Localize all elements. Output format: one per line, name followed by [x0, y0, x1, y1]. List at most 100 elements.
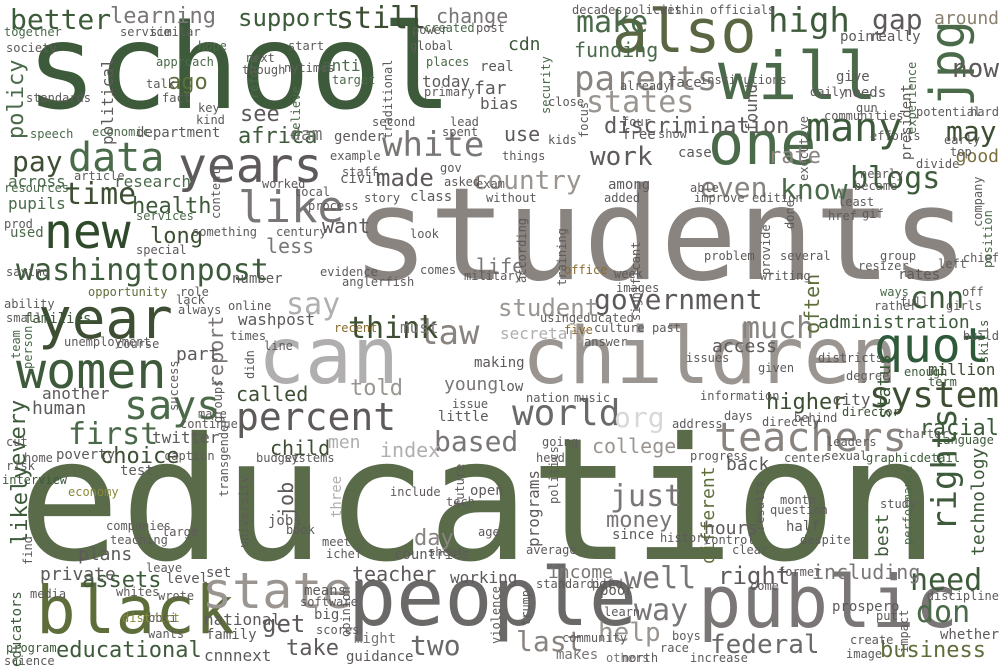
word-like: like: [238, 182, 344, 233]
word-technology: technology: [968, 447, 989, 557]
word-gender: gender: [334, 129, 385, 145]
word-degree: degree: [846, 369, 890, 383]
word-person: person: [21, 325, 35, 370]
word-male: male: [198, 407, 227, 421]
word-others: others: [606, 651, 650, 665]
word-society: society: [6, 41, 57, 55]
word-trump: trump: [519, 589, 533, 627]
word-success: success: [167, 359, 181, 411]
word-department: department: [136, 125, 221, 141]
word-change: change: [436, 4, 509, 28]
word-fact: fact: [162, 91, 191, 105]
word-educated: educated: [576, 311, 634, 325]
word-making: making: [474, 355, 525, 371]
word-home: home: [24, 451, 53, 465]
word-help: help: [598, 618, 661, 648]
word-several: several: [780, 249, 831, 263]
word-post: post: [476, 21, 505, 35]
word-might: might: [354, 631, 397, 647]
word-online: online: [228, 299, 272, 313]
word-sheet: sheet: [428, 545, 465, 559]
word-quot: quot: [874, 318, 990, 374]
word-special: special: [136, 243, 187, 257]
word-became: became: [854, 179, 898, 193]
word-chief: chief: [962, 251, 999, 265]
word-similar: similar: [150, 25, 201, 39]
word-software: software: [300, 595, 358, 609]
word-made: made: [376, 164, 434, 192]
word-four: four: [622, 115, 651, 129]
word-student: student: [498, 294, 600, 322]
word-role: role: [180, 285, 209, 299]
word-efforts: efforts: [870, 129, 921, 143]
word-across: across: [8, 172, 66, 191]
word-times: times: [230, 329, 267, 343]
word-line: line: [264, 339, 293, 353]
word-created: created: [424, 21, 475, 35]
word-pdf: pdf: [592, 577, 614, 591]
word-class: class: [410, 189, 453, 205]
word-within: within: [660, 3, 704, 17]
word-exam: exam: [476, 177, 505, 191]
word-get: get: [262, 610, 306, 638]
word-human: human: [32, 398, 87, 419]
word-wrote: wrote: [158, 589, 195, 603]
word-three: three: [329, 475, 345, 519]
word-able: able: [690, 181, 719, 195]
word-least: least: [838, 195, 875, 209]
word-head: head: [536, 451, 565, 465]
word-though: though: [242, 63, 286, 77]
word-example: example: [330, 149, 381, 163]
word-scores: scores: [316, 623, 360, 637]
word-race: race: [660, 641, 689, 655]
word-new: new: [44, 204, 131, 260]
word-continue: continue: [180, 417, 238, 431]
word-best: best: [872, 513, 893, 558]
word-index: index: [380, 438, 441, 462]
word-policy: policy: [4, 59, 29, 140]
word-early: early: [944, 133, 981, 147]
word-see: see: [240, 102, 280, 127]
word-teachers: teachers: [714, 415, 907, 461]
word-find: find: [21, 535, 35, 565]
word-without: without: [486, 191, 537, 205]
word-girls: girls: [946, 299, 983, 313]
word-boys: boys: [672, 629, 701, 643]
word-company: company: [971, 175, 985, 227]
word-talk: talk: [146, 77, 175, 91]
word-given: given: [758, 361, 795, 375]
word-two: two: [410, 629, 461, 662]
word-access: access: [712, 336, 778, 357]
word-part: part: [176, 344, 220, 365]
word-ago: ago: [168, 70, 208, 95]
word-states: states: [586, 85, 695, 120]
word-local: local: [294, 185, 331, 199]
word-course: course: [116, 337, 160, 351]
word-gif: gif: [862, 207, 884, 221]
word-men: men: [328, 432, 361, 453]
word-first: first: [68, 417, 159, 452]
word-will: will: [718, 38, 877, 115]
word-families: families: [24, 311, 92, 327]
word-experience: experience: [905, 61, 919, 135]
word-pupils: pupils: [8, 194, 66, 213]
word-key: key: [198, 101, 220, 115]
word-assets: assets: [82, 568, 162, 593]
word-wants: wants: [148, 627, 185, 641]
word-test: test: [120, 463, 154, 479]
word-years: years: [178, 138, 323, 194]
word-higher: higher: [766, 390, 846, 415]
word-plans: plans: [78, 544, 133, 565]
word-ability: ability: [4, 297, 55, 311]
word-top: top: [950, 145, 972, 159]
word-nearly: nearly: [860, 167, 904, 181]
word-better: better: [10, 3, 112, 36]
word-among: among: [608, 177, 651, 193]
word-educational: educational: [56, 638, 202, 663]
word-big: big: [314, 607, 340, 623]
word-government: government: [594, 283, 763, 316]
word-discipline: discipline: [926, 589, 999, 603]
word-control: control: [704, 533, 755, 547]
word-community: community: [562, 631, 628, 645]
word-also: also: [612, 0, 757, 67]
